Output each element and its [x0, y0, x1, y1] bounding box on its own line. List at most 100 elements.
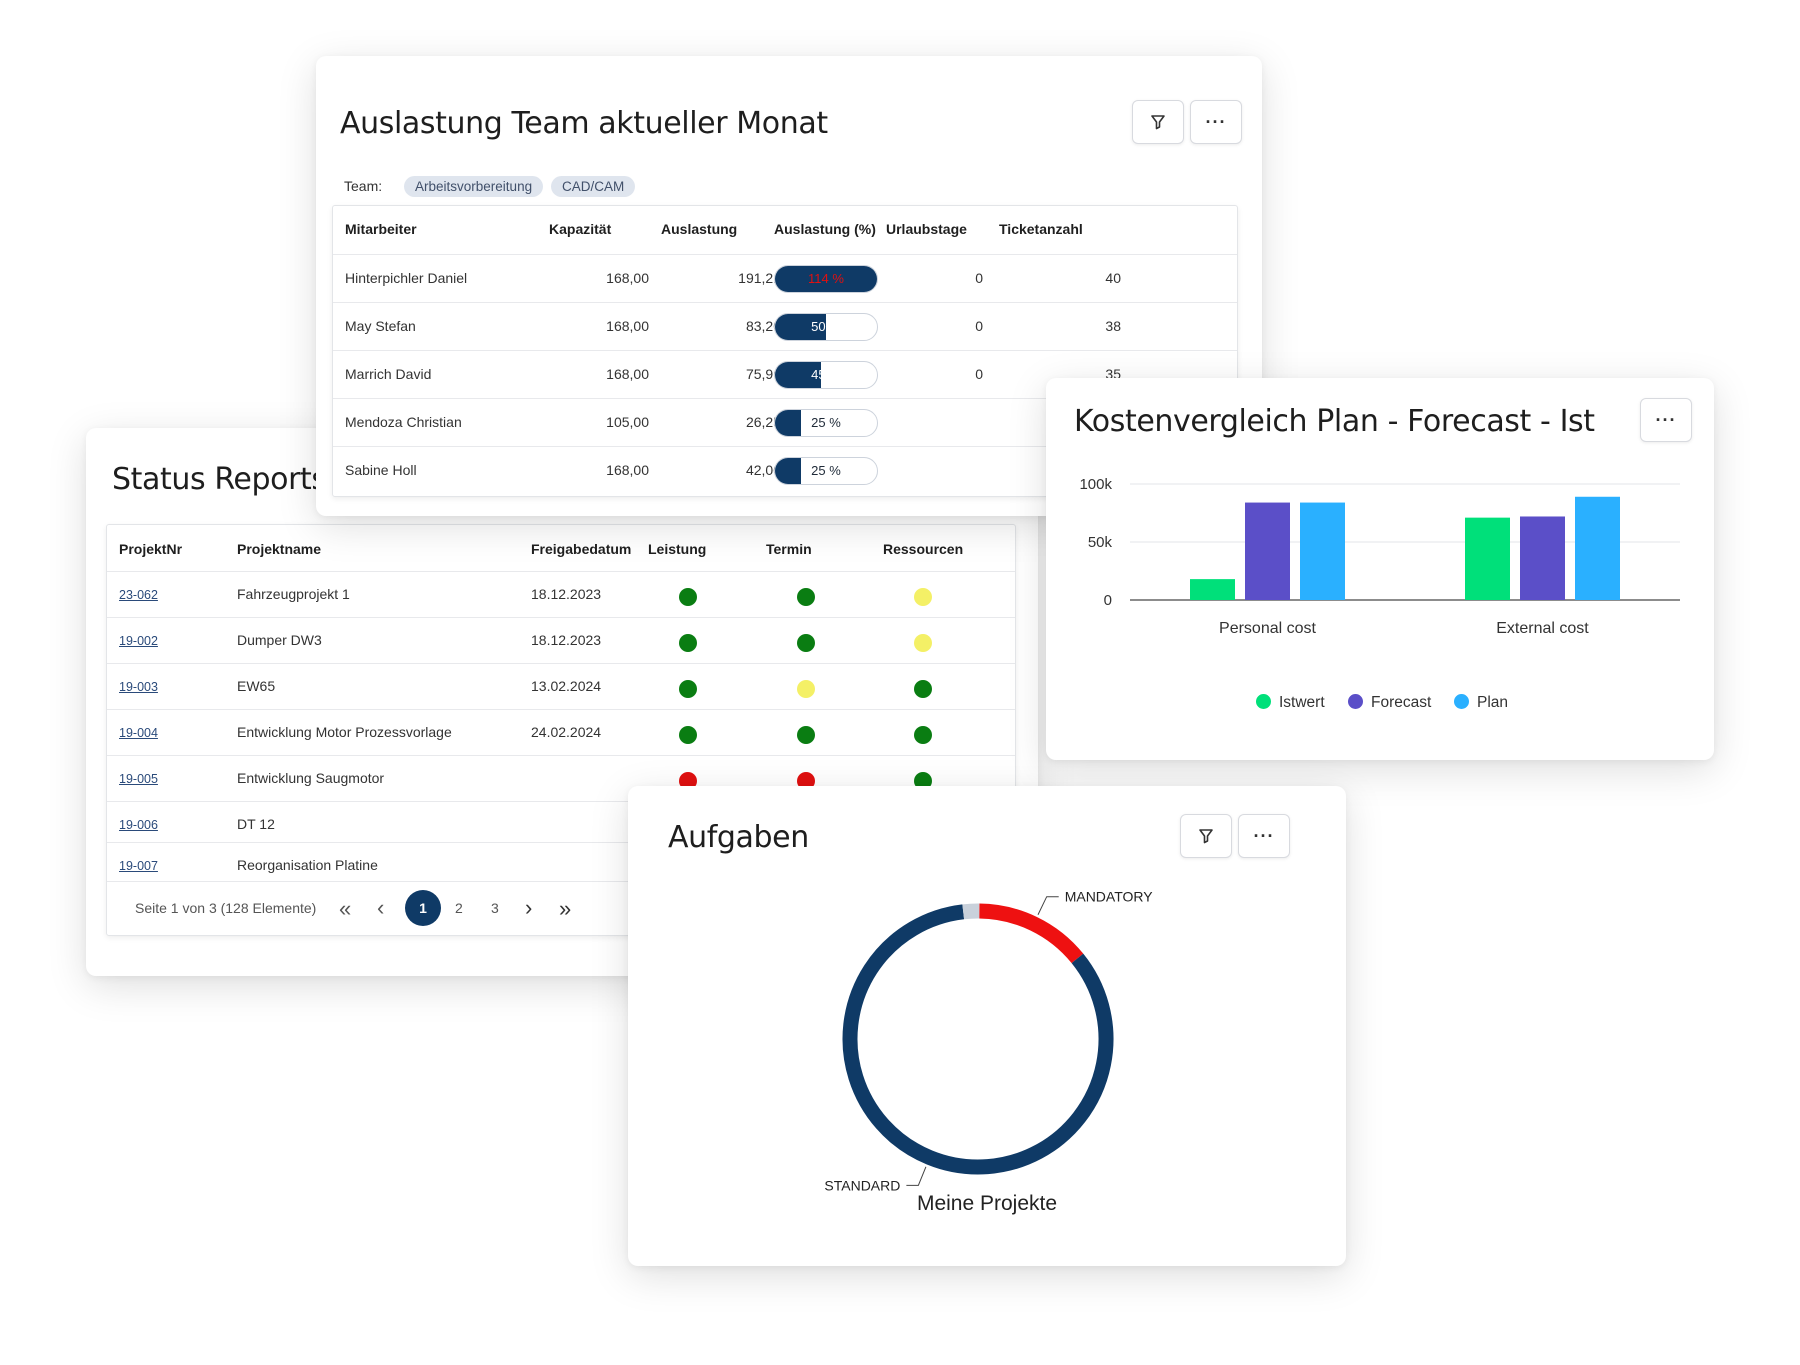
pagination-summary: Seite 1 von 3 (128 Elemente) — [135, 900, 317, 916]
project-number-link[interactable]: 19-004 — [119, 726, 158, 740]
leistung-status-indicator — [679, 680, 697, 698]
utilization-progress-fill — [775, 266, 877, 292]
first-page-icon[interactable]: « — [339, 896, 352, 921]
release-date: 24.02.2024 — [531, 724, 602, 740]
leistung-status-indicator — [679, 634, 697, 652]
column-header[interactable]: Urlaubstage — [886, 221, 967, 237]
termin-status-indicator — [797, 772, 815, 790]
table-row[interactable]: 19-004 Entwicklung Motor Prozessvorlage 24… — [107, 709, 1015, 756]
leistung-status-indicator — [679, 726, 697, 744]
y-tick-label: 0 — [1104, 592, 1112, 609]
donut-chart-title: Meine Projekte — [916, 1192, 1058, 1215]
ressourcen-status-indicator — [914, 772, 932, 790]
column-header[interactable]: Auslastung (%) — [774, 221, 876, 237]
column-header[interactable]: Ressourcen — [883, 541, 964, 557]
project-number-link[interactable]: 23-062 — [119, 588, 158, 602]
y-tick-label: 50k — [1088, 534, 1113, 551]
bar-plan — [1300, 502, 1345, 600]
project-number-link[interactable]: 19-006 — [119, 818, 158, 832]
filter-button[interactable] — [1132, 100, 1184, 144]
pagination: Seite 1 von 3 (128 Elemente) « ‹ 1 2 3 ›… — [107, 881, 1015, 935]
column-header[interactable]: Projektname — [237, 541, 322, 557]
tasks-card: Aufgaben ··· MANDATORY STANDARD Meine Pro… — [628, 786, 1346, 1266]
more-options-button[interactable]: ··· — [1190, 100, 1242, 144]
team-filter: Team: Arbeitsvorbereitung CAD/CAM — [344, 176, 639, 197]
table-header: ProjektNr Projektname Freigabedatum Leistun… — [107, 525, 1015, 571]
project-number-link[interactable]: 19-005 — [119, 772, 158, 786]
more-icon: ··· — [1253, 826, 1275, 846]
prev-page-icon[interactable]: ‹ — [377, 895, 385, 920]
utilization-percent: 45 % — [811, 367, 841, 382]
column-header[interactable]: Freigabedatum — [531, 541, 632, 557]
capacity-value: 168,00 — [606, 318, 649, 334]
termin-status-indicator — [797, 726, 815, 744]
capacity-value: 105,00 — [606, 414, 649, 430]
last-page-icon[interactable]: » — [559, 896, 572, 921]
load-value: 75,96 — [745, 366, 781, 382]
table-row[interactable]: 19-003 EW65 13.02.2024 — [107, 663, 1015, 710]
donut-slice-standard — [842, 904, 1114, 1175]
project-number-link[interactable]: 19-007 — [119, 859, 158, 873]
column-header[interactable]: Termin — [766, 541, 812, 557]
slice-label-connector — [906, 1166, 927, 1186]
utilization-percent: 25 % — [811, 415, 841, 430]
team-label: Team: — [344, 178, 383, 194]
table-row[interactable]: 19-007 Reorganisation Platine — [107, 842, 1015, 879]
page-button-1[interactable]: 1 — [405, 890, 441, 926]
cost-comparison-card: Kostenvergleich Plan - Forecast - Ist ··… — [1046, 378, 1714, 760]
legend-label: Forecast — [1371, 694, 1432, 711]
utilization-progress-fill — [775, 458, 801, 484]
next-page-icon[interactable]: › — [525, 895, 533, 920]
release-date: 18.12.2023 — [531, 586, 602, 602]
page-button-2[interactable]: 2 — [455, 900, 463, 916]
release-date: 13.02.2024 — [531, 678, 602, 694]
table-row: Hinterpichler Daniel 168,00 191,21 114 % 0 40 — [333, 254, 1237, 303]
employee-name: May Stefan — [345, 318, 416, 334]
filter-icon — [1199, 829, 1213, 844]
vacation-days: 0 — [975, 366, 983, 382]
cost-comparison-title: Kostenvergleich Plan - Forecast - Ist — [1074, 404, 1595, 439]
employee-name: Marrich David — [345, 366, 432, 382]
column-header[interactable]: Mitarbeiter — [345, 221, 417, 237]
table-row[interactable]: 23-062 Fahrzeugprojekt 1 18.12.2023 — [107, 571, 1015, 618]
column-header[interactable]: Kapazität — [549, 221, 612, 237]
project-name: Dumper DW3 — [237, 632, 322, 648]
filter-icon — [1151, 115, 1165, 130]
team-chip-cadcam[interactable]: CAD/CAM — [550, 176, 636, 197]
utilization-progress-bar: 114 % — [774, 265, 878, 293]
ressourcen-status-indicator — [914, 726, 932, 744]
load-value: 83,20 — [745, 318, 781, 334]
table-row: Sabine Holl 168,00 42,00 25 % — [333, 446, 1237, 495]
project-number-link[interactable]: 19-002 — [119, 634, 158, 648]
column-header[interactable]: Auslastung — [661, 221, 738, 237]
utilization-progress-fill — [775, 362, 821, 388]
table-row[interactable]: 19-002 Dumper DW3 18.12.2023 — [107, 617, 1015, 664]
release-date: 18.12.2023 — [531, 632, 602, 648]
column-header[interactable]: ProjektNr — [119, 541, 183, 557]
more-options-button[interactable]: ··· — [1238, 814, 1290, 858]
column-header[interactable]: Ticketanzahl — [999, 221, 1083, 237]
team-chip-arbeitsvorbereitung[interactable]: Arbeitsvorbereitung — [404, 176, 544, 197]
column-header[interactable]: Leistung — [648, 541, 707, 557]
project-name: Fahrzeugprojekt 1 — [237, 586, 350, 602]
more-options-button[interactable]: ··· — [1640, 398, 1692, 442]
utilization-progress-bar: 50 % — [774, 313, 878, 341]
project-number-link[interactable]: 19-003 — [119, 680, 158, 694]
utilization-progress-bar: 45 % — [774, 361, 878, 389]
table-row[interactable]: 19-006 DT 12 — [107, 801, 1015, 843]
page-button-3[interactable]: 3 — [491, 900, 499, 916]
employee-name: Hinterpichler Daniel — [345, 270, 468, 286]
legend-item-forecast[interactable]: Forecast — [1348, 694, 1431, 712]
ticket-count: 38 — [1105, 318, 1121, 334]
utilization-percent: 25 % — [811, 463, 841, 478]
utilization-progress-bar: 25 % — [774, 457, 878, 485]
legend-item-istwert[interactable]: Istwert — [1256, 694, 1325, 712]
utilization-progress-bar: 25 % — [774, 409, 878, 437]
legend-item-plan[interactable]: Plan — [1454, 694, 1508, 712]
team-utilization-title: Auslastung Team aktueller Monat — [340, 106, 828, 141]
status-reports-title: Status Reports — [112, 462, 327, 497]
slice-label: STANDARD — [824, 1177, 900, 1193]
table-row[interactable]: 19-005 Entwicklung Saugmotor — [107, 755, 1015, 802]
utilization-percent: 50 % — [811, 319, 841, 334]
filter-button[interactable] — [1180, 814, 1232, 858]
